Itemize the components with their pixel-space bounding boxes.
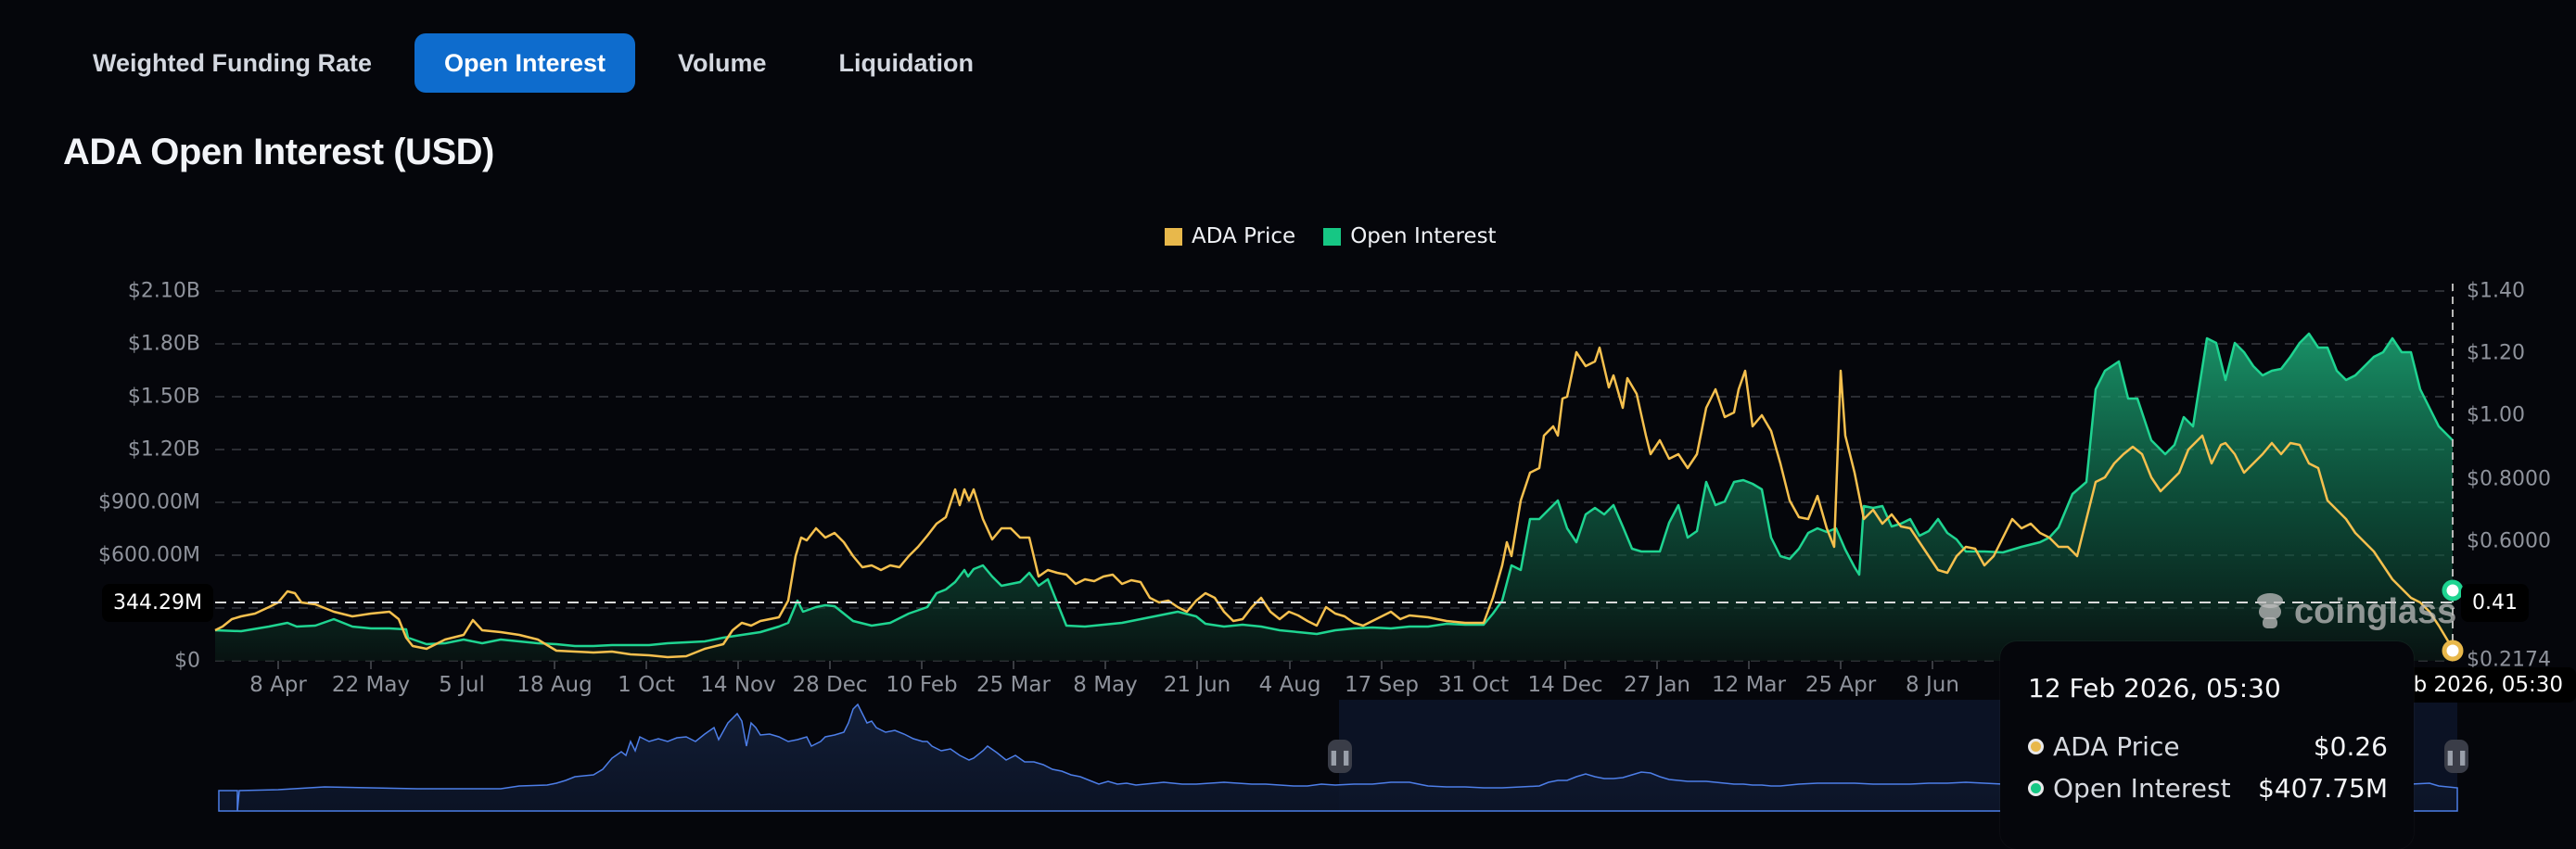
y-right-tick: $1.00 — [2467, 403, 2525, 427]
pause-grip-icon: ❚❚ — [1327, 747, 1353, 766]
y-right-tick: $0.8000 — [2467, 467, 2551, 491]
y-left-tick: $1.20B — [127, 437, 200, 462]
coinglass-watermark: coinglass — [2251, 589, 2456, 634]
x-tick: 31 Oct — [1437, 673, 1510, 697]
x-tick: 12 Mar — [1712, 673, 1786, 697]
tab-volume[interactable]: Volume — [678, 48, 767, 77]
legend-label: Open Interest — [1350, 224, 1497, 248]
pause-grip-icon: ❚❚ — [2443, 747, 2469, 766]
chart-tooltip: 12 Feb 2026, 05:30 ADA Price $0.26 Open … — [2000, 641, 2414, 849]
legend-label: ADA Price — [1192, 224, 1296, 248]
x-tick: 21 Jun — [1163, 673, 1231, 697]
y-left-tick: $1.80B — [127, 332, 200, 356]
legend-swatch-icon — [1323, 227, 1342, 246]
chart-type-tabs: Weighted Funding Rate Open Interest Volu… — [63, 33, 1003, 93]
tooltip-value: $407.75M — [2258, 773, 2388, 804]
navigator-area — [218, 703, 2458, 812]
ada-price-line — [214, 346, 2455, 659]
y-left-tick: $0 — [174, 649, 200, 673]
x-tick: 18 Aug — [516, 673, 593, 697]
y-right-tick: $0.6000 — [2467, 529, 2551, 553]
tab-liquidation[interactable]: Liquidation — [838, 48, 975, 77]
y-left-tick: $600.00M — [98, 543, 200, 567]
x-tick: 10 Feb — [886, 673, 958, 697]
page-title: ADA Open Interest (USD) — [63, 132, 494, 172]
x-tick: 8 May — [1073, 673, 1138, 697]
y-left-tick: $2.10B — [127, 279, 200, 303]
x-tick: 25 Mar — [976, 673, 1051, 697]
x-tick: 1 Oct — [618, 673, 675, 697]
legend-item-open-interest[interactable]: Open Interest — [1323, 224, 1497, 248]
x-axis: 8 Apr 22 May 5 Jul 18 Aug 1 Oct 14 Nov 2… — [0, 673, 2576, 701]
x-tick: 27 Jan — [1623, 673, 1691, 697]
crosshair-right-label: 0.41 — [2461, 584, 2529, 622]
open-interest-dot-icon — [2028, 780, 2044, 796]
x-tick: 4 Aug — [1258, 673, 1321, 697]
legend-item-ada-price[interactable]: ADA Price — [1165, 224, 1295, 248]
tooltip-date: 12 Feb 2026, 05:30 — [2028, 673, 2281, 703]
x-tick: 22 May — [331, 673, 411, 697]
watermark-text: coinglass — [2294, 591, 2457, 631]
tooltip-row-open-interest: Open Interest $407.75M — [2028, 773, 2388, 804]
right-y-axis: $1.40 $1.20 $1.00 $0.8000 $0.6000 00 $0.… — [2467, 0, 2576, 849]
ada-price-dot-icon — [2028, 739, 2044, 754]
tab-open-interest[interactable]: Open Interest — [414, 33, 636, 93]
x-tick: 28 Dec — [792, 673, 868, 697]
coinglass-logo-icon — [2257, 593, 2283, 628]
tooltip-row-ada-price: ADA Price $0.26 — [2028, 731, 2388, 762]
x-tick: 14 Nov — [700, 673, 776, 697]
open-interest-area — [215, 334, 2453, 661]
x-tick: 17 Sep — [1345, 673, 1419, 697]
chart-legend: ADA Price Open Interest — [1165, 224, 1497, 248]
tab-weighted-funding-rate[interactable]: Weighted Funding Rate — [93, 48, 372, 77]
y-left-tick: $900.00M — [98, 490, 200, 514]
x-tick-marks — [277, 661, 1933, 669]
tooltip-label: Open Interest — [2053, 773, 2231, 804]
left-y-axis: $2.10B $1.80B $1.50B $1.20B $900.00M $60… — [0, 0, 200, 849]
navigator-left-handle[interactable]: ❚❚ — [1328, 740, 1352, 773]
x-tick: 8 Jun — [1906, 673, 1959, 697]
legend-swatch-icon — [1165, 227, 1182, 246]
y-right-tick: $1.20 — [2467, 341, 2525, 365]
tooltip-value: $0.26 — [2313, 731, 2388, 762]
x-tick: 8 Apr — [249, 673, 307, 697]
navigator-right-handle[interactable]: ❚❚ — [2444, 740, 2468, 773]
x-tick: 14 Dec — [1527, 673, 1603, 697]
y-left-tick: $1.50B — [127, 385, 200, 409]
crosshair-left-label: 344.29M — [102, 584, 213, 622]
open-interest-line — [214, 332, 2454, 648]
x-tick: 25 Apr — [1804, 673, 1877, 697]
tooltip-label: ADA Price — [2053, 731, 2180, 762]
x-tick: 5 Jul — [439, 673, 485, 697]
y-right-tick: $1.40 — [2467, 279, 2525, 303]
price-point-marker — [2442, 640, 2464, 662]
